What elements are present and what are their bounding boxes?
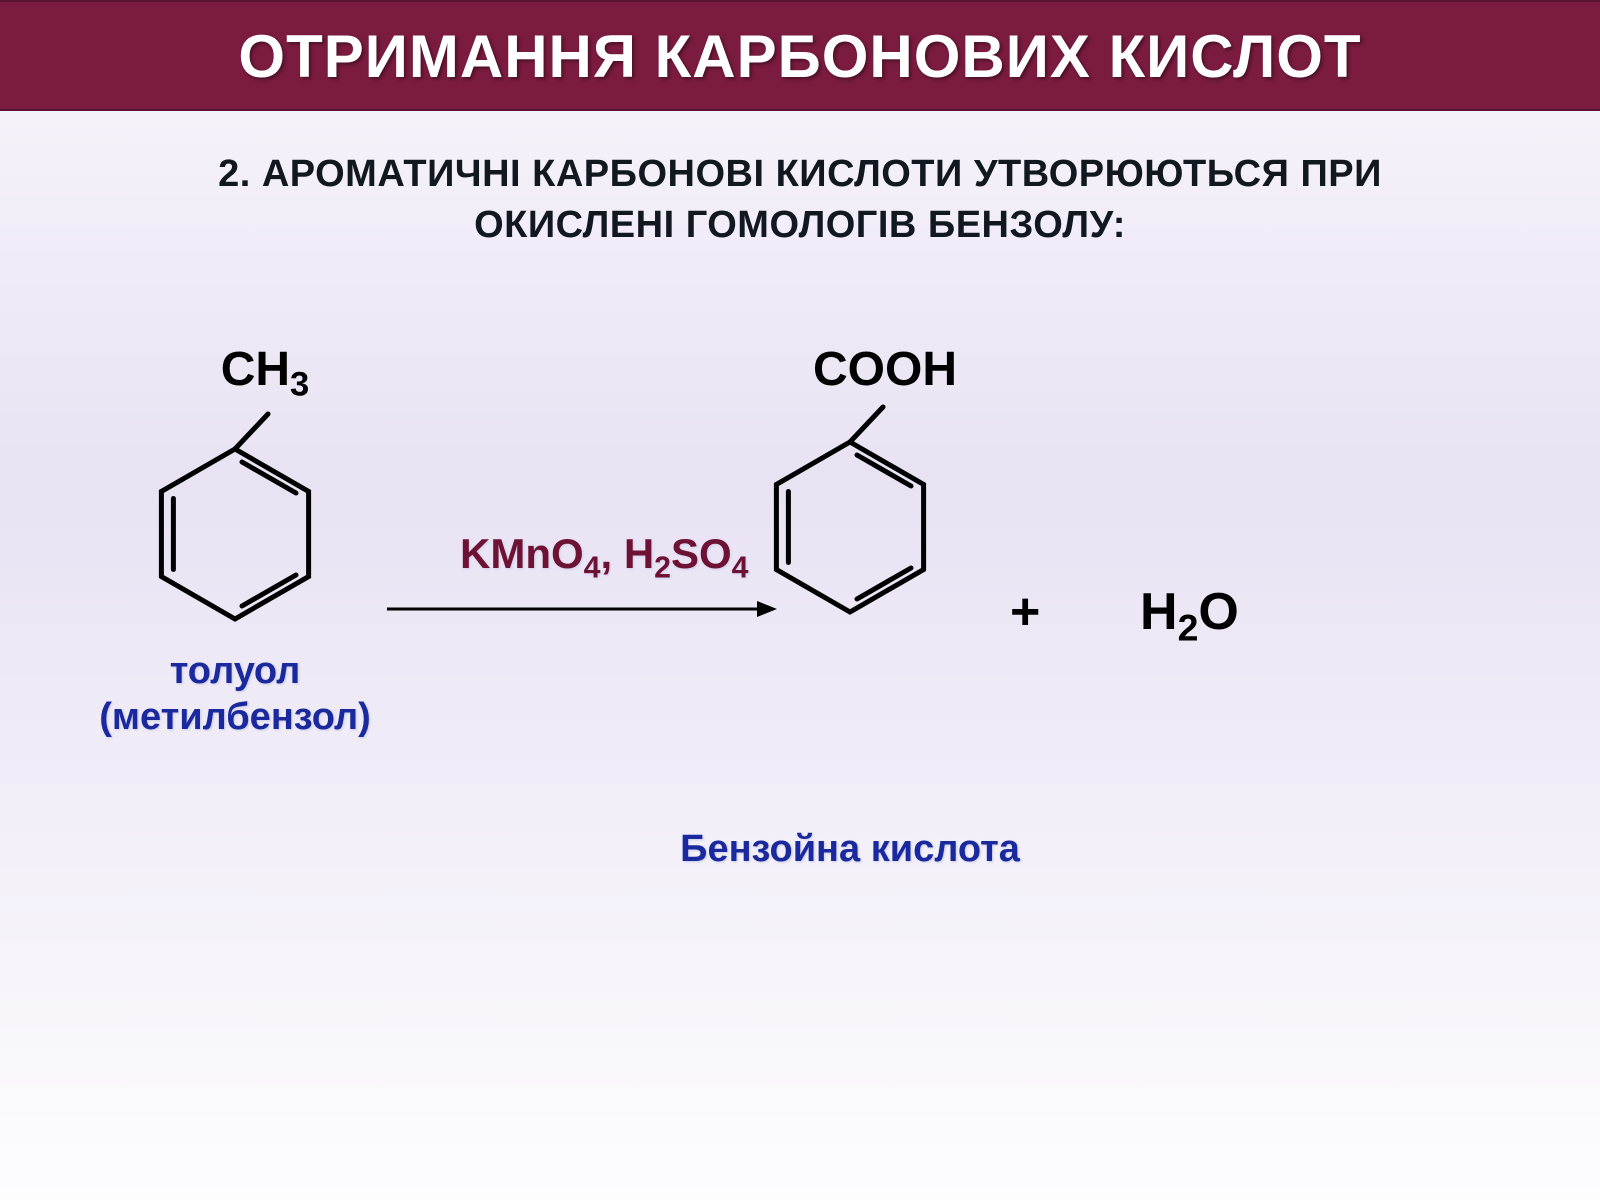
subtitle-line-2: ОКИСЛЕНІ ГОМОЛОГІВ БЕНЗОЛУ: (474, 204, 1126, 246)
product-substituent: COOH (690, 342, 1010, 397)
subtitle-line-1: 2. АРОМАТИЧНІ КАРБОНОВІ КИСЛОТИ УТВОРЮЮТ… (218, 153, 1382, 195)
reactant-substituent: CH3 (95, 342, 375, 405)
byproduct-water: H2O (1140, 582, 1239, 649)
reactant-name: толуол (метилбензол) (95, 649, 375, 740)
slide-title: ОТРИМАННЯ КАРБОНОВИХ КИСЛОТ (238, 23, 1361, 90)
benzene-ring-product (755, 397, 945, 617)
reactant-toluene: CH3 толуол (95, 342, 375, 741)
benzene-ring-reactant (140, 404, 330, 624)
slide-subtitle: 2. АРОМАТИЧНІ КАРБОНОВІ КИСЛОТИ УТВОРЮЮТ… (0, 149, 1600, 252)
product-name: Бензойна кислота (640, 827, 1060, 873)
plus-sign: + (1010, 582, 1040, 642)
product-benzoic-acid: COOH (690, 342, 1010, 617)
reaction-diagram: CH3 толуол (0, 282, 1600, 1042)
slide-title-bar: ОТРИМАННЯ КАРБОНОВИХ КИСЛОТ (0, 0, 1600, 111)
